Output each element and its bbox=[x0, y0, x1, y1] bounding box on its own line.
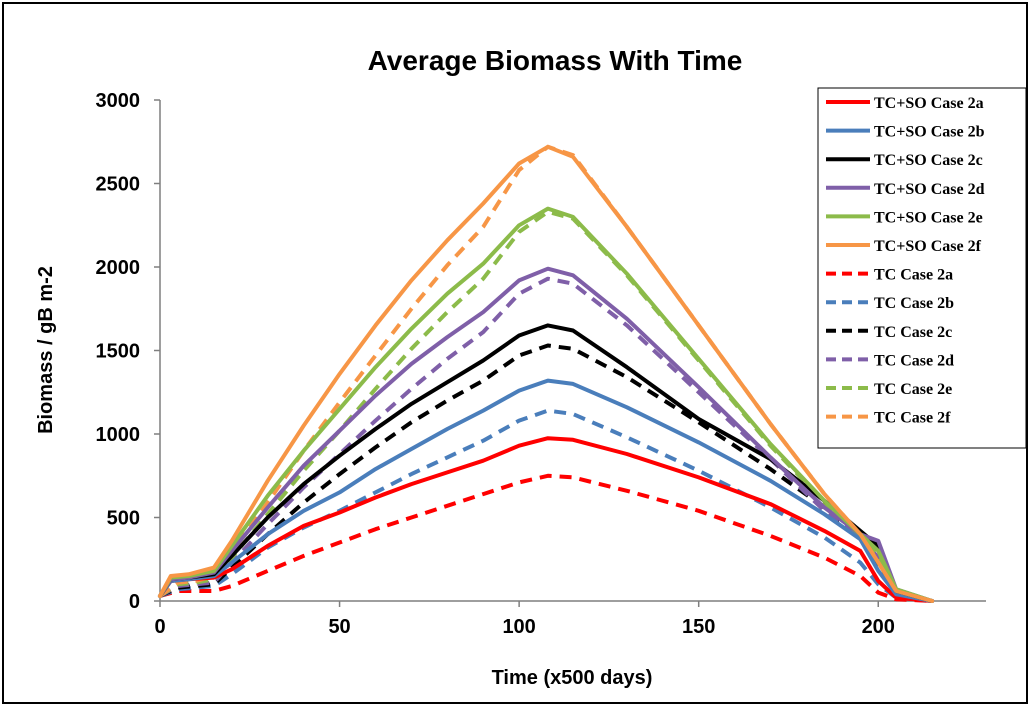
series-line-10 bbox=[159, 276, 933, 603]
legend-entry: TC+SO Case 2f bbox=[874, 238, 982, 255]
legend-entry: TC+SO Case 2a bbox=[874, 95, 984, 112]
series-line-2 bbox=[158, 378, 935, 603]
y-tick-label: 2000 bbox=[96, 257, 141, 279]
y-tick-label: 2500 bbox=[96, 174, 141, 196]
chart-title: Average Biomass With Time bbox=[368, 45, 743, 76]
series-line-4 bbox=[158, 266, 935, 603]
legend-entry: TC+SO Case 2b bbox=[874, 124, 985, 141]
series-line-9 bbox=[159, 343, 933, 603]
legend-entry: TC+SO Case 2e bbox=[874, 209, 983, 226]
legend-box bbox=[817, 87, 1027, 449]
x-tick-label: 100 bbox=[502, 616, 535, 638]
legend-entry: TC Case 2d bbox=[874, 352, 954, 369]
legend-entry: TC Case 2b bbox=[874, 295, 954, 312]
legend-entry: TC+SO Case 2c bbox=[874, 152, 983, 169]
series-line-3 bbox=[158, 323, 935, 603]
series-line-7 bbox=[159, 473, 933, 603]
x-tick-label: 50 bbox=[328, 616, 350, 638]
legend-entry: TC Case 2a bbox=[874, 267, 953, 284]
axes: 0 500 1000 1500 2000 2500 3000 0 50 100 150 200 bbox=[96, 90, 986, 638]
y-axis-label: Biomass / gB m-2 bbox=[35, 266, 57, 434]
legend-entry: TC+SO Case 2d bbox=[874, 181, 985, 198]
series-layer bbox=[158, 144, 935, 603]
legend-entry: TC Case 2f bbox=[874, 410, 951, 427]
y-tick-label: 0 bbox=[129, 591, 140, 613]
legend: TC+SO Case 2a TC+SO Case 2b TC+SO Case 2c T… bbox=[817, 87, 1027, 449]
x-axis-label: Time (x500 days) bbox=[492, 667, 653, 689]
legend-entry: TC Case 2c bbox=[874, 324, 952, 341]
x-tick-label: 0 bbox=[154, 616, 165, 638]
y-tick-label: 500 bbox=[107, 508, 140, 530]
series-line-11 bbox=[158, 209, 933, 603]
series-line-6 bbox=[158, 144, 935, 603]
x-tick-label: 200 bbox=[862, 616, 895, 638]
y-tick-label: 3000 bbox=[96, 90, 141, 112]
y-tick-label: 1000 bbox=[96, 424, 141, 446]
y-tick-label: 1500 bbox=[96, 341, 141, 363]
x-tick-label: 150 bbox=[682, 616, 715, 638]
legend-entry: TC Case 2e bbox=[874, 381, 952, 398]
series-line-8 bbox=[159, 408, 933, 603]
series-line-5 bbox=[158, 206, 935, 603]
series-line-1 bbox=[158, 436, 935, 603]
